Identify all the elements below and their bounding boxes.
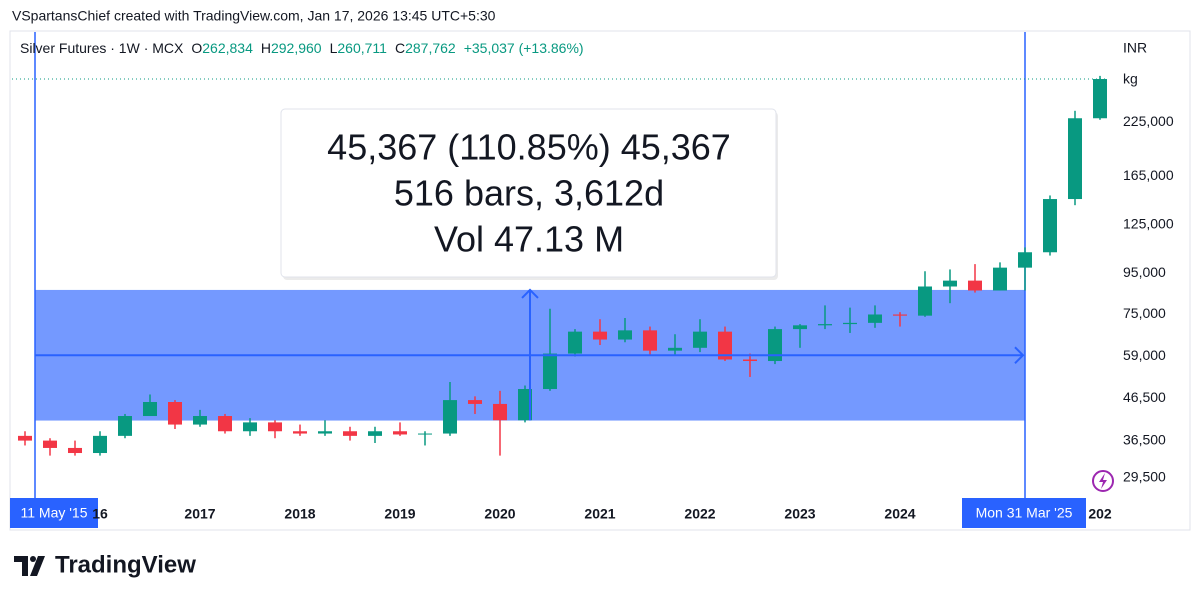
candle-body	[868, 314, 882, 323]
field-label: H	[261, 40, 271, 56]
candle-body	[343, 431, 357, 436]
date-label-bg	[10, 498, 98, 528]
alert-icon	[1092, 470, 1114, 492]
candle-body	[118, 416, 132, 436]
x-tick-label: 2024	[884, 506, 915, 522]
logo-mark	[14, 556, 45, 576]
candle-body	[168, 402, 182, 425]
candle-body	[1068, 118, 1082, 200]
candle-body	[268, 422, 282, 432]
y-tick-label: 95,000	[1123, 264, 1166, 280]
x-tick-label: 16	[92, 506, 108, 522]
unit: kg	[1123, 71, 1138, 87]
y-tick-label: 29,500	[1123, 469, 1166, 485]
candle-body	[718, 331, 732, 360]
candle-body	[768, 329, 782, 362]
candle-body	[918, 286, 932, 316]
x-tick-label: 2019	[384, 506, 415, 522]
candle-body	[668, 347, 682, 351]
x-tick-label: 2018	[284, 506, 315, 522]
candle-body	[193, 416, 207, 425]
field-value: 287,762	[405, 40, 456, 56]
candle-body	[793, 325, 807, 330]
x-tick-label: 2017	[184, 506, 215, 522]
x-tick-label: 2021	[584, 506, 615, 522]
candle-body	[968, 280, 982, 291]
y-tick-label: 165,000	[1123, 167, 1174, 183]
currency: INR	[1123, 40, 1147, 56]
date-label: 11 May '15	[20, 505, 87, 521]
info-box	[280, 108, 777, 278]
logo-text: TradingView	[55, 551, 196, 578]
candle-body	[518, 389, 532, 421]
candle-body	[368, 431, 382, 436]
candle-body	[943, 280, 957, 287]
candle-body	[818, 324, 832, 326]
logo-dot	[30, 556, 36, 562]
header: Silver Futures · 1W · MCX O262,834 H292,96…	[20, 40, 584, 56]
candle-body	[593, 331, 607, 340]
candle-body	[893, 314, 907, 316]
candle-body	[143, 402, 157, 417]
change: +35,037 (+13.86%)	[464, 40, 584, 56]
x-tick-label: 202	[1088, 506, 1112, 522]
overlay-layer: 45,367 (110.85%) 45,367 516 bars, 3,612d V…	[10, 108, 1086, 528]
candle-body	[843, 322, 857, 325]
x-tick-label: 2020	[484, 506, 515, 522]
candle-body	[493, 403, 507, 421]
field-value: 260,711	[337, 40, 387, 56]
x-tick-label: 2023	[784, 506, 815, 522]
field-value: 292,960	[271, 40, 322, 56]
candle-body	[293, 431, 307, 434]
symbol: Silver Futures · 1W · MCX	[20, 40, 184, 56]
candle-body	[243, 422, 257, 432]
candle-body	[393, 431, 407, 435]
candle-body	[218, 416, 232, 432]
y-tick-label: 59,000	[1123, 347, 1166, 363]
arrow-head	[521, 288, 539, 299]
candle-body	[1093, 79, 1107, 119]
candle-body	[93, 435, 107, 454]
field-value: 262,834	[202, 40, 253, 56]
candle-body	[18, 435, 32, 441]
candle-body	[543, 353, 557, 390]
candle-layer	[18, 75, 1107, 456]
icon-circle	[1092, 470, 1114, 492]
candle-body	[568, 331, 582, 354]
field-label: O	[191, 40, 202, 56]
y-tick-label: 75,000	[1123, 305, 1166, 321]
candle-body	[443, 400, 457, 434]
logo: TradingView	[14, 551, 196, 578]
credit: VSpartansChief created with TradingView.…	[12, 8, 496, 24]
field-label: C	[395, 40, 405, 56]
candle-body	[318, 431, 332, 434]
candle-body	[418, 433, 432, 435]
candle-body	[743, 359, 757, 362]
arrow-head	[1014, 346, 1025, 364]
y-tick-label: 125,000	[1123, 216, 1174, 232]
chart-frame	[9, 30, 1191, 531]
info-line: 516 bars, 3,612d	[394, 173, 664, 214]
candle-body	[1018, 252, 1032, 268]
candle-body	[1043, 199, 1057, 253]
info-line: 45,367 (110.85%) 45,367	[327, 127, 731, 168]
date-label: Mon 31 Mar '25	[976, 505, 1073, 521]
candle-body	[468, 400, 482, 404]
candle-body	[693, 331, 707, 348]
candle-body	[618, 330, 632, 340]
candle-body	[993, 267, 1007, 291]
date-label-bg	[962, 498, 1086, 528]
y-tick-label: 36,500	[1123, 431, 1166, 447]
candle-body	[43, 440, 57, 448]
field-label: L	[330, 40, 338, 56]
y-tick-label: 225,000	[1123, 113, 1174, 129]
candle-body	[68, 447, 82, 454]
x-tick-label: 2022	[684, 506, 715, 522]
icon-bolt	[1099, 473, 1107, 489]
info-line: Vol 47.13 M	[434, 219, 624, 260]
candle-body	[643, 330, 657, 351]
y-tick-label: 46,500	[1123, 389, 1166, 405]
